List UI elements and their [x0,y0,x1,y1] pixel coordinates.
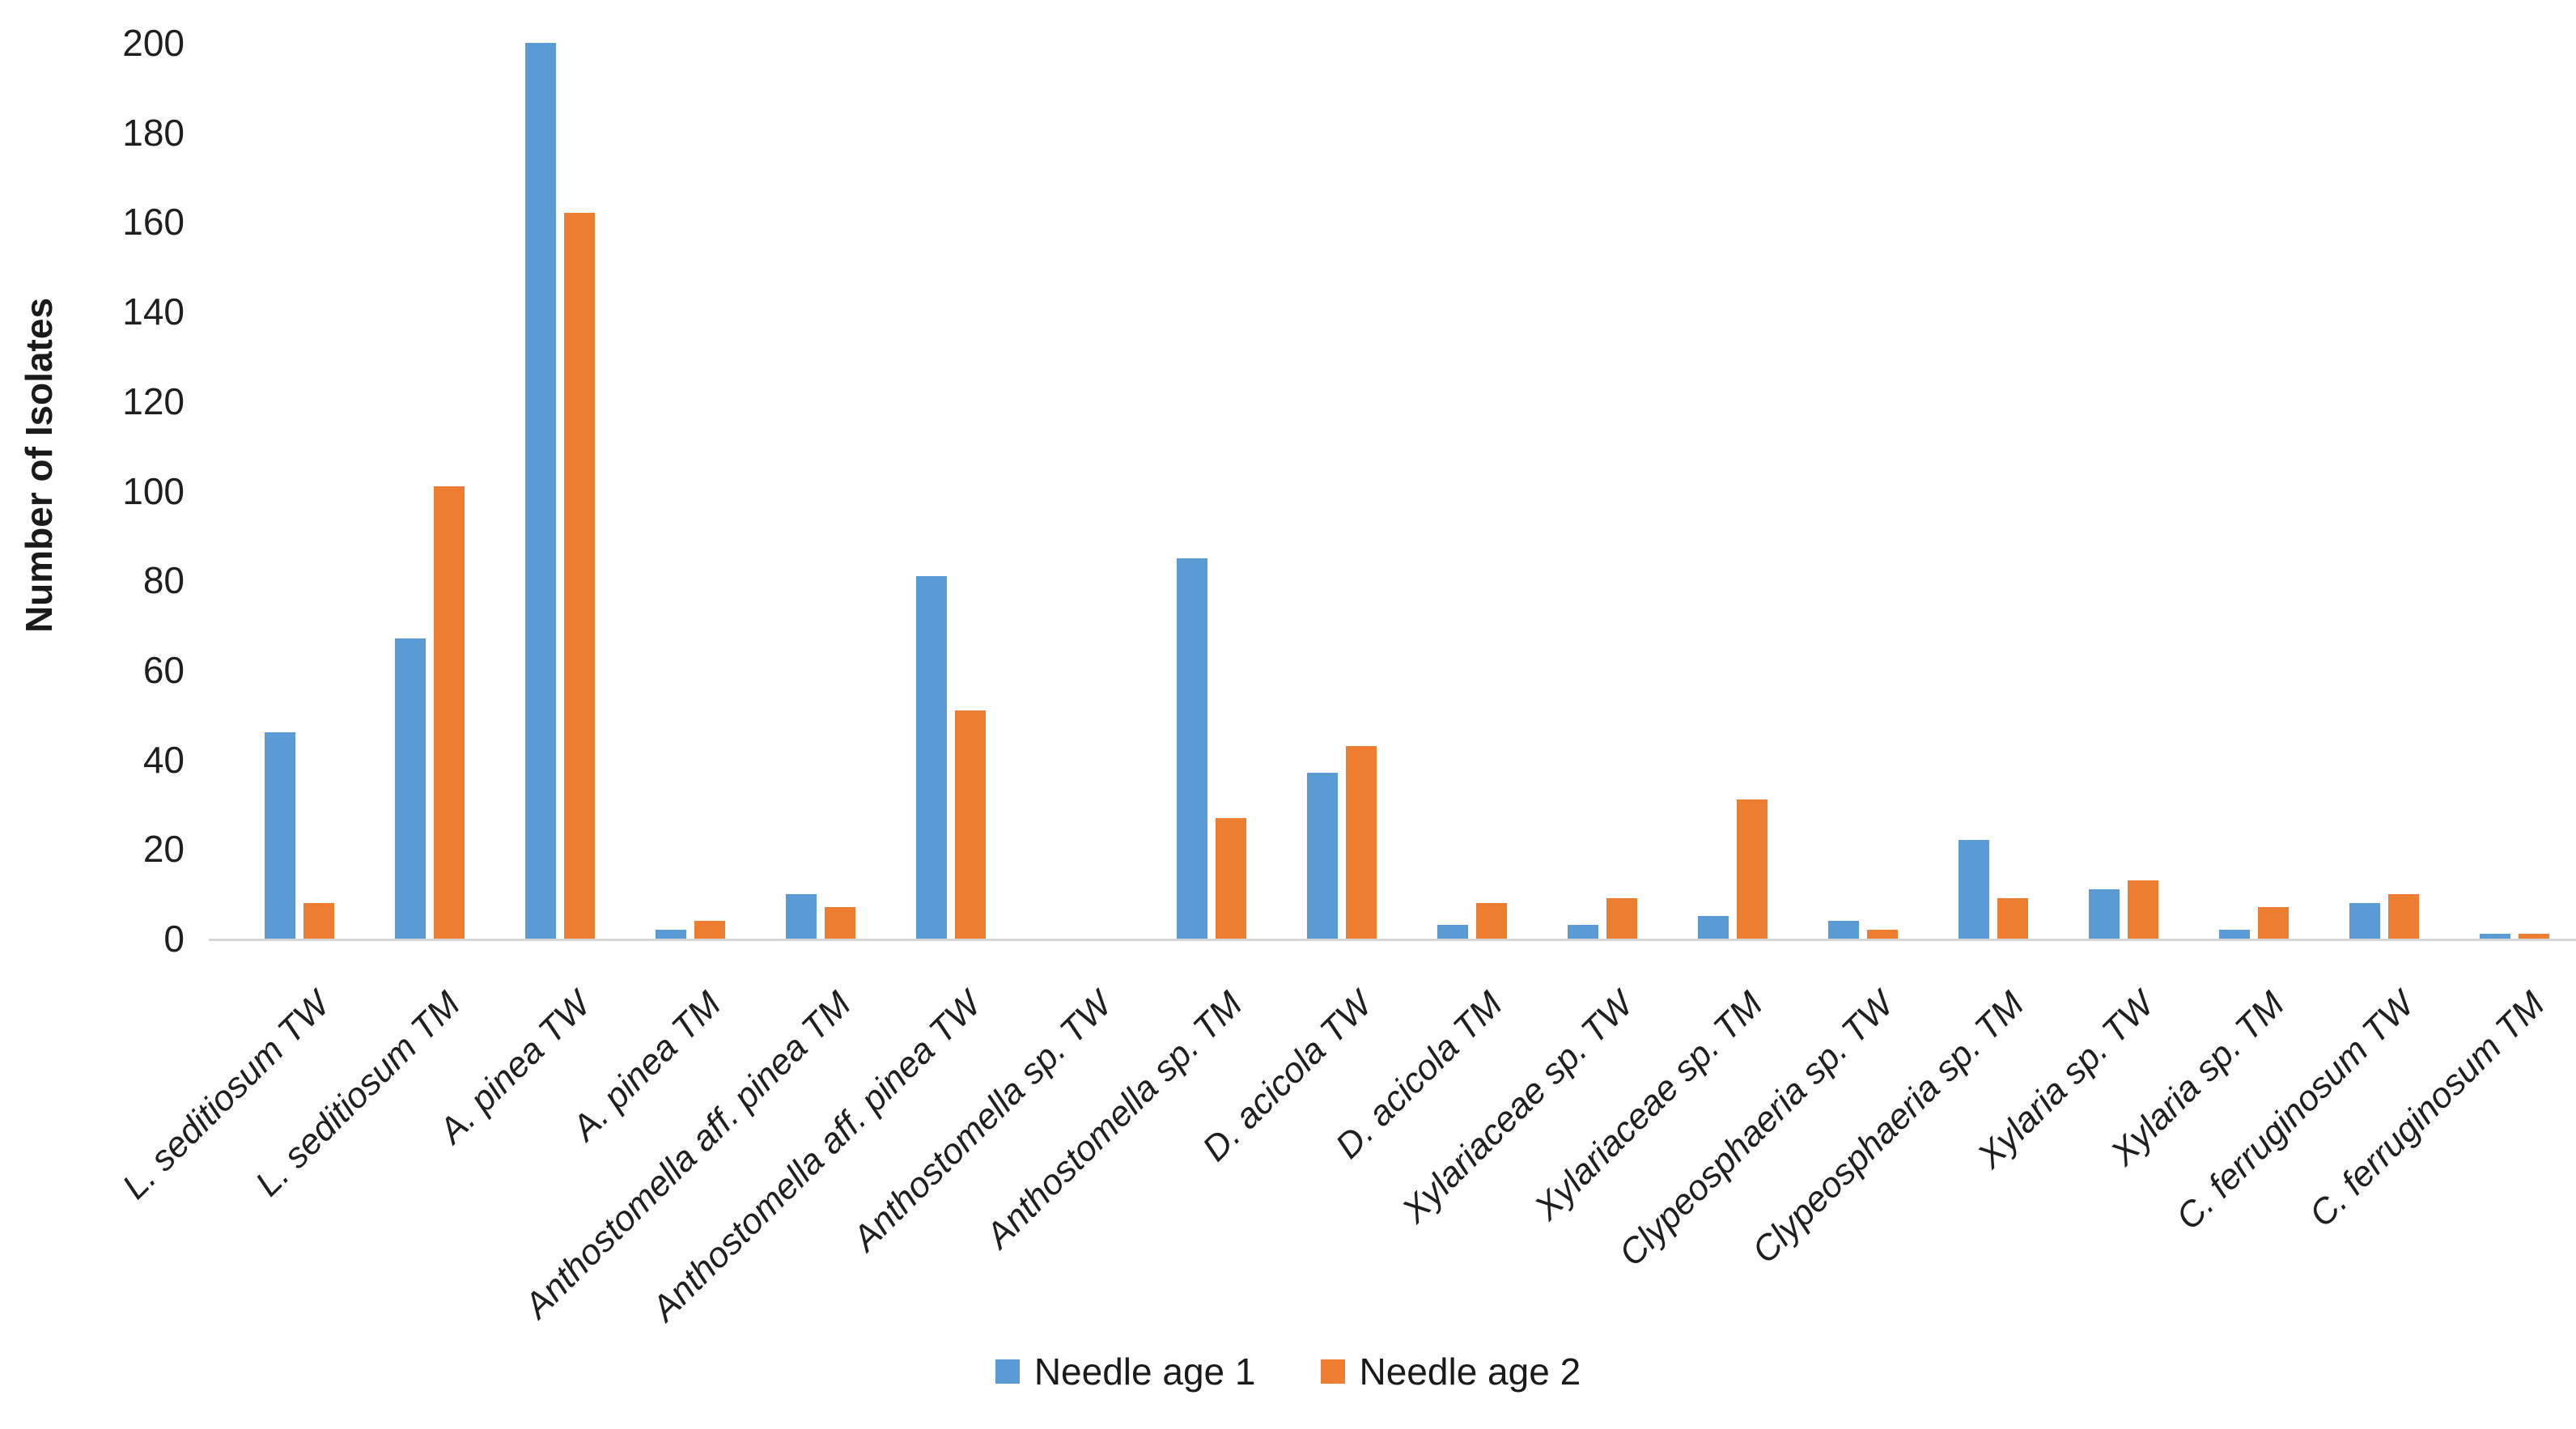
bar-needle-age-1-2 [395,638,426,939]
bar-needle-age-1-17 [2349,903,2380,939]
bar-needle-age-2-8 [1216,818,1246,939]
y-axis-tick-label: 80 [142,559,185,602]
bar-needle-age-2-17 [2388,894,2419,939]
x-axis-label: Clypeosphaeria sp. TM [1744,984,2031,1271]
bar-needle-age-1-15 [2089,889,2120,939]
legend-swatch-icon [995,1359,1020,1384]
y-axis-tick-label: 180 [122,111,185,154]
y-axis-tick-label: 20 [142,828,185,871]
bar-needle-age-1-10 [1437,925,1468,939]
bar-needle-age-2-16 [2258,907,2289,939]
bar-needle-age-2-18 [2519,934,2549,939]
bar-needle-age-2-1 [303,903,334,939]
bar-needle-age-1-6 [916,576,947,939]
x-axis-label: Xylariaceae sp. TW [1394,984,1640,1231]
legend-swatch-icon [1320,1359,1345,1384]
legend: Needle age 1 Needle age 2 [0,1350,2576,1393]
bar-needle-age-2-2 [434,486,465,939]
y-axis-tick-label: 120 [122,380,185,422]
y-axis-tick-label: 200 [122,22,185,64]
x-axis-label: Clypeosphaeria sp. TW [1611,984,1901,1274]
y-axis-tick-label: 100 [122,469,185,512]
bar-needle-age-2-5 [825,907,855,939]
bar-needle-age-1-14 [1959,840,1989,939]
bar-needle-age-2-6 [955,710,986,939]
x-axis-label: Anthostomella sp. TW [845,984,1119,1259]
bar-needle-age-1-12 [1698,916,1729,939]
legend-label: Needle age 2 [1359,1351,1581,1393]
bar-needle-age-1-13 [1828,921,1859,939]
bar-needle-age-1-16 [2219,930,2250,939]
y-axis-tick-label: 40 [142,738,185,781]
bar-needle-age-2-3 [564,213,595,939]
bar-needle-age-2-15 [2128,880,2158,939]
bar-needle-age-1-18 [2480,934,2510,939]
x-axis-label: C. ferruginosum TM [2302,984,2553,1235]
bar-needle-age-2-10 [1476,903,1507,939]
x-axis-label: Xylariaceae sp. TM [1527,984,1771,1228]
bar-needle-age-1-3 [525,43,556,939]
bar-needle-age-1-5 [786,894,817,939]
bar-needle-age-1-1 [265,732,295,939]
legend-item: Needle age 2 [1320,1350,1581,1393]
bar-needle-age-2-14 [1997,898,2028,939]
x-axis-line [209,939,2576,941]
bar-needle-age-2-11 [1606,898,1637,939]
bar-needle-age-2-4 [694,921,725,939]
bar-needle-age-2-12 [1737,799,1768,939]
y-axis-tick-label: 0 [163,918,185,960]
bar-needle-age-1-9 [1307,773,1338,939]
x-axis-label: Anthostomella sp. TM [978,984,1250,1256]
x-axis-label: C. ferruginosum TW [2168,984,2422,1238]
y-axis-tick-label: 60 [142,648,185,691]
y-axis-tick-label: 140 [122,290,185,333]
bar-needle-age-1-8 [1177,558,1207,939]
bar-needle-age-2-13 [1867,930,1898,939]
bar-needle-age-1-4 [656,930,686,939]
bar-needle-age-1-11 [1568,925,1598,939]
y-axis-tick-label: 160 [122,201,185,244]
legend-item: Needle age 1 [995,1350,1256,1393]
bar-needle-age-2-9 [1346,746,1377,939]
legend-label: Needle age 1 [1033,1351,1256,1393]
